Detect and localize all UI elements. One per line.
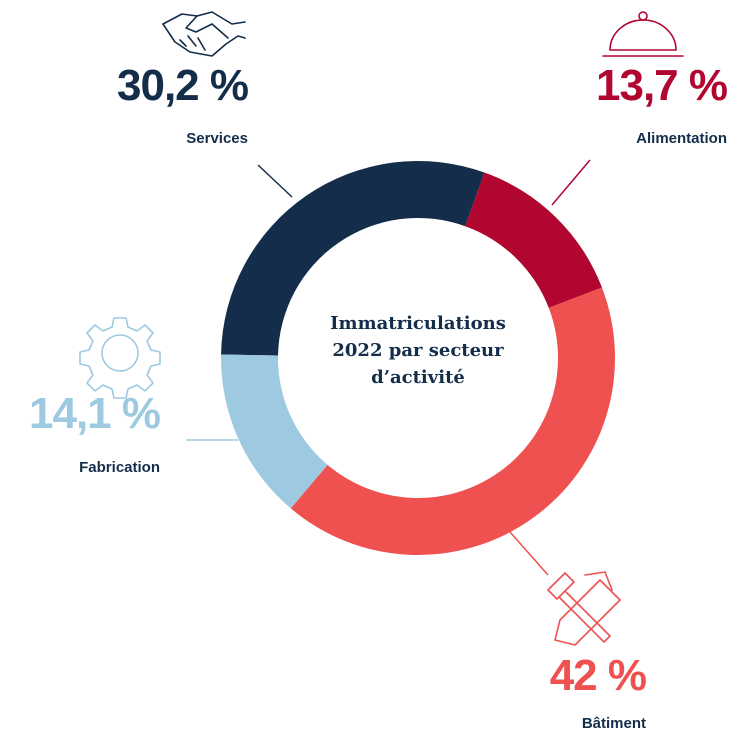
center-title-box: Immatriculations 2022 par secteur d’acti… bbox=[330, 313, 506, 388]
donut-segment bbox=[221, 161, 485, 356]
category-label: Services bbox=[186, 130, 248, 147]
value-label: 30,2 % bbox=[117, 61, 248, 110]
donut-segment bbox=[465, 172, 602, 308]
leader-line bbox=[509, 531, 549, 576]
value-label: 14,1 % bbox=[29, 389, 160, 438]
gear-icon bbox=[79, 317, 161, 399]
value-label: 42 % bbox=[550, 651, 646, 700]
donut-segment bbox=[220, 354, 328, 509]
tools-icon bbox=[547, 571, 621, 646]
leader-lines bbox=[186, 159, 591, 576]
cloche-icon bbox=[602, 11, 684, 57]
category-label: Fabrication bbox=[79, 459, 160, 476]
category-label: Bâtiment bbox=[582, 715, 646, 732]
leader-line bbox=[257, 164, 293, 198]
category-label: Alimentation bbox=[636, 130, 727, 147]
donut-segment bbox=[290, 287, 615, 555]
value-label: 13,7 % bbox=[596, 61, 727, 110]
donut bbox=[220, 161, 615, 555]
chart-title: Immatriculations 2022 par secteur d’acti… bbox=[330, 313, 506, 388]
handshake-icon bbox=[162, 11, 246, 57]
leader-line bbox=[551, 159, 591, 206]
